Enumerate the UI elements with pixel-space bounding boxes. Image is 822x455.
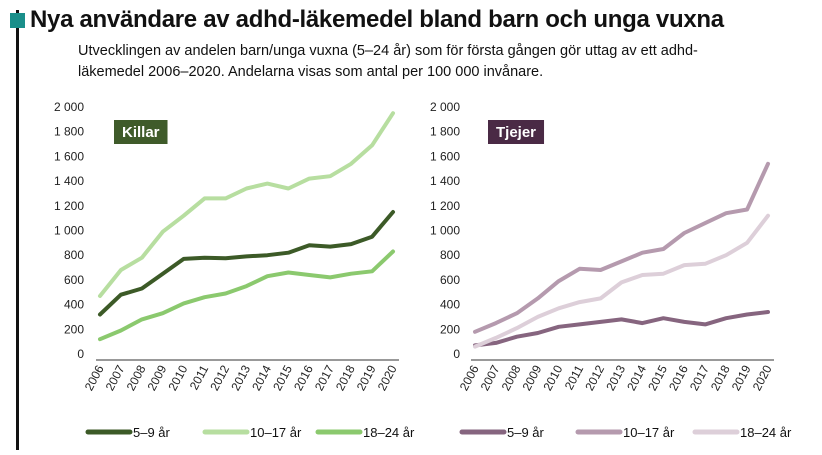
- x-tick-label: 2008: [499, 363, 524, 393]
- x-tick-label: 2013: [603, 363, 628, 393]
- x-tick-label: 2015: [270, 363, 295, 393]
- x-tick-label: 2006: [82, 363, 107, 393]
- x-tick-label: 2010: [540, 363, 565, 393]
- y-tick-label: 2 000: [430, 100, 460, 114]
- y-tick-label: 1 000: [54, 224, 84, 238]
- x-tick-label: 2006: [457, 363, 482, 393]
- x-tick-label: 2014: [624, 363, 649, 393]
- y-tick-label: 400: [64, 298, 84, 312]
- y-tick-label: 1 600: [54, 149, 84, 163]
- series-line-2: [473, 213, 770, 349]
- panel-badge-bg: [114, 120, 168, 144]
- panel-badge-label: Tjejer: [496, 124, 536, 141]
- x-tick-label: 2015: [645, 363, 670, 393]
- y-tick-label: 400: [440, 298, 460, 312]
- chart-subtitle: Utvecklingen av andelen barn/unga vuxna …: [78, 43, 698, 80]
- x-tick-label: 2013: [228, 363, 253, 393]
- x-tick-label: 2018: [333, 363, 358, 393]
- y-tick-label: 1 200: [430, 199, 460, 213]
- series-line-1: [98, 111, 395, 298]
- legend-label: 5–9 år: [133, 425, 171, 440]
- accent-bar: [16, 10, 19, 450]
- y-tick-label: 1 200: [54, 199, 84, 213]
- y-tick-label: 0: [453, 347, 460, 361]
- x-tick-label: 2016: [666, 363, 691, 393]
- chart-panel-1: 0 200 400 600 800 1 000 1 200 1 400 1 600 1 800 2 …: [430, 100, 792, 440]
- legend-item: 18–24 år: [315, 425, 415, 440]
- chart-panel-0: 0 200 400 600 800 1 000 1 200 1 400 1 600 1 800 2 …: [54, 100, 415, 440]
- x-tick-label: 2017: [687, 363, 712, 393]
- x-tick-label: 2020: [375, 363, 400, 393]
- accent-square: [10, 13, 25, 28]
- y-tick-label: 800: [64, 248, 84, 262]
- legend-item: 10–17 år: [202, 425, 302, 440]
- legend-label: 18–24 år: [363, 425, 415, 440]
- legend-item: 18–24 år: [692, 425, 792, 440]
- panel-badge: Tjejer: [488, 120, 545, 144]
- chart-title: Nya användare av adhd-läkemedel bland ba…: [30, 6, 724, 33]
- x-tick-label: 2009: [145, 363, 170, 393]
- series-line-2: [98, 249, 395, 342]
- y-tick-label: 600: [64, 273, 84, 287]
- x-tick-label: 2008: [124, 363, 149, 393]
- x-tick-label: 2007: [478, 363, 503, 393]
- x-tick-label: 2007: [103, 363, 128, 393]
- x-tick-label: 2016: [291, 363, 316, 393]
- series-line-1: [473, 161, 770, 334]
- y-tick-label: 200: [440, 322, 460, 336]
- x-tick-label: 2010: [165, 363, 190, 393]
- x-tick-label: 2019: [354, 363, 379, 393]
- y-tick-label: 1 400: [54, 174, 84, 188]
- series-line-0: [98, 210, 395, 317]
- y-tick-label: 1 600: [430, 149, 460, 163]
- series-line-0: [473, 310, 770, 348]
- panel-badge-bg: [488, 120, 545, 144]
- legend-item: 5–9 år: [459, 425, 545, 440]
- legend-label: 18–24 år: [740, 425, 792, 440]
- x-tick-label: 2012: [582, 363, 607, 393]
- x-tick-label: 2019: [729, 363, 754, 393]
- legend-item: 10–17 år: [575, 425, 675, 440]
- panel-badge-label: Killar: [122, 124, 160, 141]
- x-tick-label: 2014: [249, 363, 274, 393]
- legend-label: 5–9 år: [507, 425, 545, 440]
- x-tick-label: 2017: [312, 363, 337, 393]
- panel-badge: Killar: [114, 120, 168, 144]
- y-tick-label: 1 800: [430, 125, 460, 139]
- y-tick-label: 1 400: [430, 174, 460, 188]
- x-tick-label: 2009: [520, 363, 545, 393]
- legend-label: 10–17 år: [623, 425, 675, 440]
- y-tick-label: 2 000: [54, 100, 84, 114]
- y-tick-label: 800: [440, 248, 460, 262]
- x-tick-label: 2012: [207, 363, 232, 393]
- x-tick-label: 2020: [750, 363, 775, 393]
- y-tick-label: 0: [77, 347, 84, 361]
- x-tick-label: 2018: [708, 363, 733, 393]
- y-tick-label: 1 000: [430, 224, 460, 238]
- legend-item: 5–9 år: [85, 425, 171, 440]
- y-tick-label: 200: [64, 322, 84, 336]
- y-tick-label: 600: [440, 273, 460, 287]
- y-tick-label: 1 800: [54, 125, 84, 139]
- legend-label: 10–17 år: [250, 425, 302, 440]
